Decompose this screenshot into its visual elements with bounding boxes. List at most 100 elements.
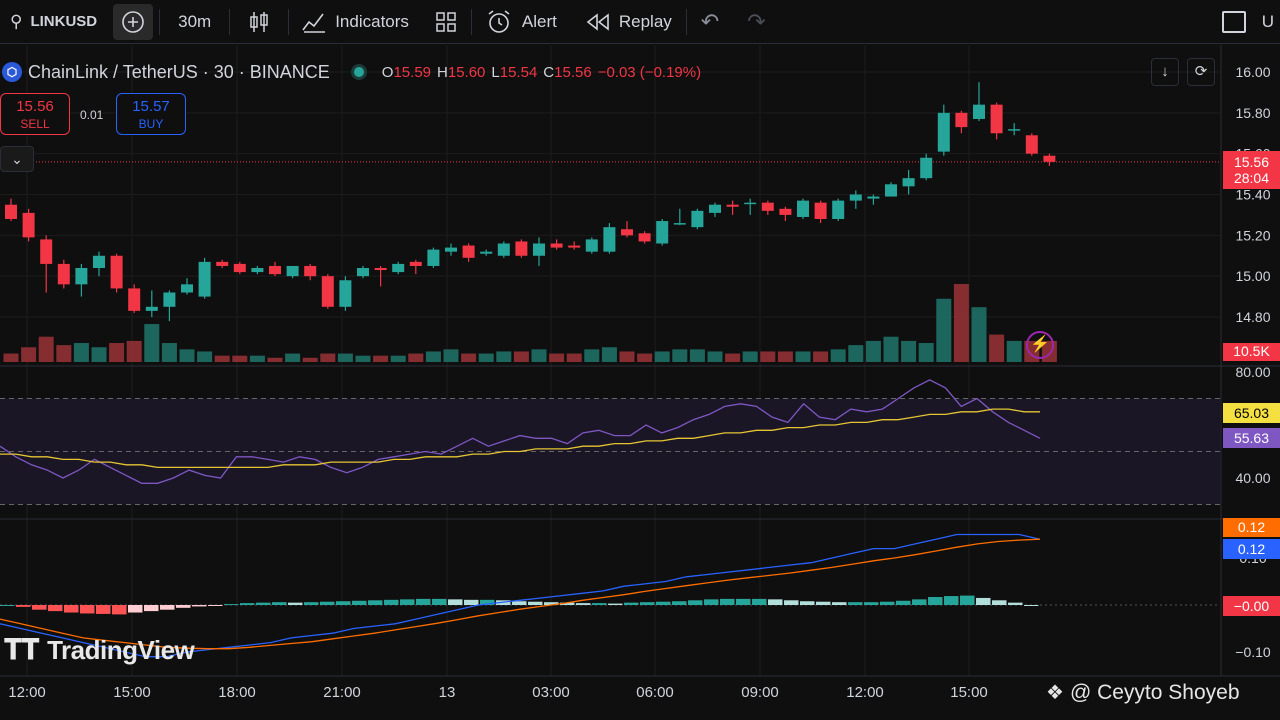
volume-bar xyxy=(619,351,635,362)
redo-icon[interactable]: ↷ xyxy=(747,8,766,34)
symbol-name: LINKUSD xyxy=(30,13,98,30)
volume-bar xyxy=(566,353,582,362)
time-axis-label: 09:00 xyxy=(741,684,779,701)
candle-body xyxy=(902,178,915,187)
candle-body xyxy=(321,276,334,307)
macd-histogram-bar xyxy=(64,605,79,613)
candle-body xyxy=(374,268,387,271)
watermark-text: TradingView xyxy=(47,635,195,665)
top-toolbar: ⚲ LINKUSD 30m Indicators xyxy=(0,0,1280,44)
lightning-icon[interactable]: ⚡ xyxy=(1026,331,1054,359)
volume-bar xyxy=(813,351,829,362)
volume-bars xyxy=(3,284,1057,362)
candle-body xyxy=(216,261,229,266)
macd-histogram-bar xyxy=(208,605,223,606)
symbol-title[interactable]: ChainLink / TetherUS · 30 · BINANCE xyxy=(28,61,330,82)
candle-body xyxy=(22,212,35,238)
chart-type-button[interactable] xyxy=(230,0,288,44)
macd-histogram-bar xyxy=(544,602,559,605)
macd-histogram-bar xyxy=(688,600,703,605)
buy-button[interactable]: 15.57 BUY xyxy=(116,93,186,135)
candle-body xyxy=(973,104,985,119)
grid-icon xyxy=(436,11,456,32)
market-status-icon[interactable] xyxy=(353,67,364,77)
macd-histogram-bar xyxy=(800,601,815,605)
toolbar-divider xyxy=(159,8,161,35)
volume-bar xyxy=(654,351,670,362)
chart-canvas[interactable]: 16.00 15.80 15.60 15.40 15.20 15.00 14.80 80.00… xyxy=(0,45,1280,720)
volume-bar xyxy=(760,351,776,362)
time-axis-label: 03:00 xyxy=(532,684,570,701)
candle-body xyxy=(709,204,721,213)
last-price: 15.56 xyxy=(1233,154,1270,170)
candle-body xyxy=(480,251,493,254)
layouts-button[interactable] xyxy=(421,0,471,44)
chainlink-logo-icon: ⬡ xyxy=(2,62,22,82)
alert-button[interactable]: Alert xyxy=(472,0,571,44)
fullscreen-icon[interactable] xyxy=(1221,11,1246,33)
undo-icon[interactable]: ↶ xyxy=(700,8,720,34)
time-axis-label: 21:00 xyxy=(323,684,361,701)
volume-bar xyxy=(707,351,723,362)
indicators-icon xyxy=(302,13,326,33)
compare-symbol-button[interactable] xyxy=(113,3,154,40)
high-key: H xyxy=(437,63,448,81)
volume-bar xyxy=(584,349,600,362)
sell-label: SELL xyxy=(20,117,50,131)
symbol-search[interactable]: ⚲ LINKUSD xyxy=(0,0,107,44)
interval-button[interactable]: 30m xyxy=(160,0,229,44)
candle-body xyxy=(761,202,774,211)
refresh-icon[interactable]: ⟳ xyxy=(1187,58,1215,86)
macd-histogram-bar xyxy=(240,603,255,605)
toolbar-divider xyxy=(470,8,472,35)
close-key: C xyxy=(543,63,555,81)
candle-body xyxy=(198,261,211,297)
binance-logo-icon: ❖ xyxy=(1046,682,1064,704)
volume-bar xyxy=(918,343,934,362)
macd-histogram-bar xyxy=(960,595,975,605)
macd-histogram-bar xyxy=(736,598,751,605)
macd-histogram-bar xyxy=(352,600,367,605)
macd-histogram-bar xyxy=(32,605,47,610)
candle-body xyxy=(691,210,704,228)
rsi-band xyxy=(0,398,1220,505)
candle-body xyxy=(427,249,440,266)
rewind-icon xyxy=(586,12,609,31)
download-icon[interactable]: ↓ xyxy=(1151,58,1179,86)
macd-histogram-bar xyxy=(464,599,479,605)
volume-bar xyxy=(320,353,336,362)
candle-body xyxy=(515,241,528,256)
volume-bar xyxy=(742,351,758,362)
candle-body xyxy=(145,306,158,311)
high-value: 15.60 xyxy=(447,63,486,81)
price-axis-label: 15.20 xyxy=(1235,227,1270,243)
volume-bar xyxy=(109,343,125,362)
replay-button[interactable]: Replay xyxy=(571,0,686,44)
candle-body xyxy=(286,265,299,277)
volume-bar xyxy=(689,349,705,362)
macd-axis-label: −0.10 xyxy=(1235,644,1271,660)
candle-body xyxy=(392,263,405,273)
candle-body xyxy=(304,265,317,277)
candle-body xyxy=(93,255,105,268)
price-axis-label: 16.00 xyxy=(1235,64,1270,80)
macd-histogram-bar xyxy=(752,598,767,605)
user-initial[interactable]: U xyxy=(1261,12,1274,31)
candle-body xyxy=(1008,129,1021,131)
candle-body xyxy=(638,233,651,242)
search-icon: ⚲ xyxy=(10,11,23,31)
indicators-button[interactable]: Indicators xyxy=(289,0,421,44)
volume-bar xyxy=(848,345,864,362)
candle-body xyxy=(990,104,1003,134)
volume-bar xyxy=(795,351,811,362)
macd-histogram-bar xyxy=(656,601,671,605)
sell-button[interactable]: 15.56 SELL xyxy=(0,93,70,135)
volume-bar xyxy=(478,353,494,362)
plus-circle-icon xyxy=(122,10,144,33)
toolbar-divider xyxy=(288,8,290,35)
low-key: L xyxy=(491,63,500,81)
candle-body xyxy=(110,255,123,289)
candle-body xyxy=(849,194,862,201)
chevron-down-icon[interactable]: ⌄ xyxy=(0,146,34,172)
volume-bar xyxy=(637,353,653,362)
